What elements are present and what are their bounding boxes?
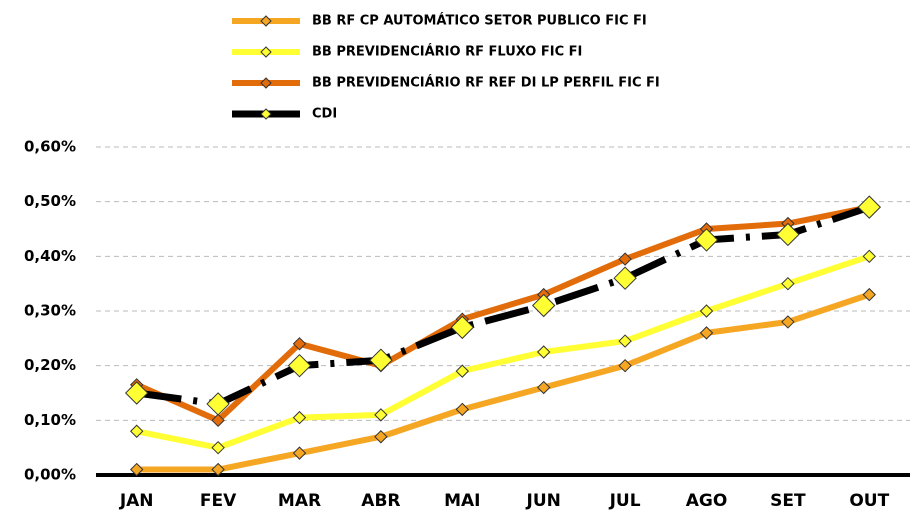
series-line: [135, 204, 870, 424]
x-tick-label: SET: [770, 491, 806, 511]
marker: [206, 392, 230, 416]
series-line: [136, 291, 871, 473]
marker: [862, 287, 877, 302]
marker: [857, 195, 882, 219]
y-tick-label: 0,10%: [24, 411, 76, 429]
marker: [211, 462, 225, 477]
marker: [124, 381, 149, 405]
marker: [211, 440, 225, 455]
marker: [776, 222, 800, 247]
marker: [862, 249, 877, 264]
marker: [455, 364, 470, 378]
marker: [536, 345, 551, 359]
marker: [211, 413, 225, 428]
x-tick-label: FEV: [200, 491, 237, 511]
marker: [450, 315, 475, 340]
legend-label: BB PREVIDENCIÁRIO RF REF DI LP PERFIL FI…: [312, 75, 660, 91]
marker: [618, 252, 632, 266]
series-line: [136, 253, 871, 451]
series-line: [136, 203, 871, 408]
x-tick-label: AGO: [686, 491, 728, 511]
marker: [613, 266, 637, 290]
marker: [455, 402, 470, 417]
marker: [531, 293, 556, 318]
marker: [374, 408, 388, 422]
marker: [292, 410, 307, 425]
marker: [699, 304, 714, 318]
y-tick-label: 0,00%: [24, 466, 76, 484]
x-tick-label: ABR: [361, 491, 400, 511]
marker: [781, 315, 795, 329]
x-tick-label: MAI: [444, 491, 480, 511]
y-tick-label: 0,30%: [24, 302, 76, 320]
marker: [292, 446, 307, 460]
legend-label: BB PREVIDENCIÁRIO RF FLUXO FIC FI: [312, 44, 582, 60]
marker: [781, 276, 795, 291]
marker: [287, 353, 312, 378]
marker: [369, 348, 393, 372]
legend-label: BB RF CP AUTOMÁTICO SETOR PUBLICO FIC FI: [312, 13, 647, 29]
legend-marker: [260, 15, 272, 27]
marker: [618, 358, 632, 373]
x-tick-label: JAN: [119, 491, 154, 511]
marker: [536, 380, 551, 395]
marker: [618, 334, 632, 348]
x-tick-label: OUT: [849, 491, 889, 511]
marker: [694, 228, 719, 252]
marker: [292, 337, 307, 351]
x-tick-label: JUN: [526, 491, 561, 511]
y-tick-label: 0,20%: [24, 356, 76, 374]
y-tick-label: 0,60%: [24, 138, 76, 156]
x-tick-label: MAR: [278, 491, 321, 511]
legend-marker: [260, 108, 272, 120]
marker: [374, 430, 388, 444]
legend-marker: [260, 46, 272, 58]
marker: [129, 424, 144, 438]
legend-label: CDI: [312, 107, 337, 122]
y-tick-label: 0,40%: [24, 247, 76, 265]
legend-marker: [260, 77, 272, 89]
y-tick-label: 0,50%: [24, 192, 76, 210]
marker: [129, 462, 144, 477]
x-tick-label: JUL: [609, 491, 641, 511]
marker: [699, 326, 714, 340]
